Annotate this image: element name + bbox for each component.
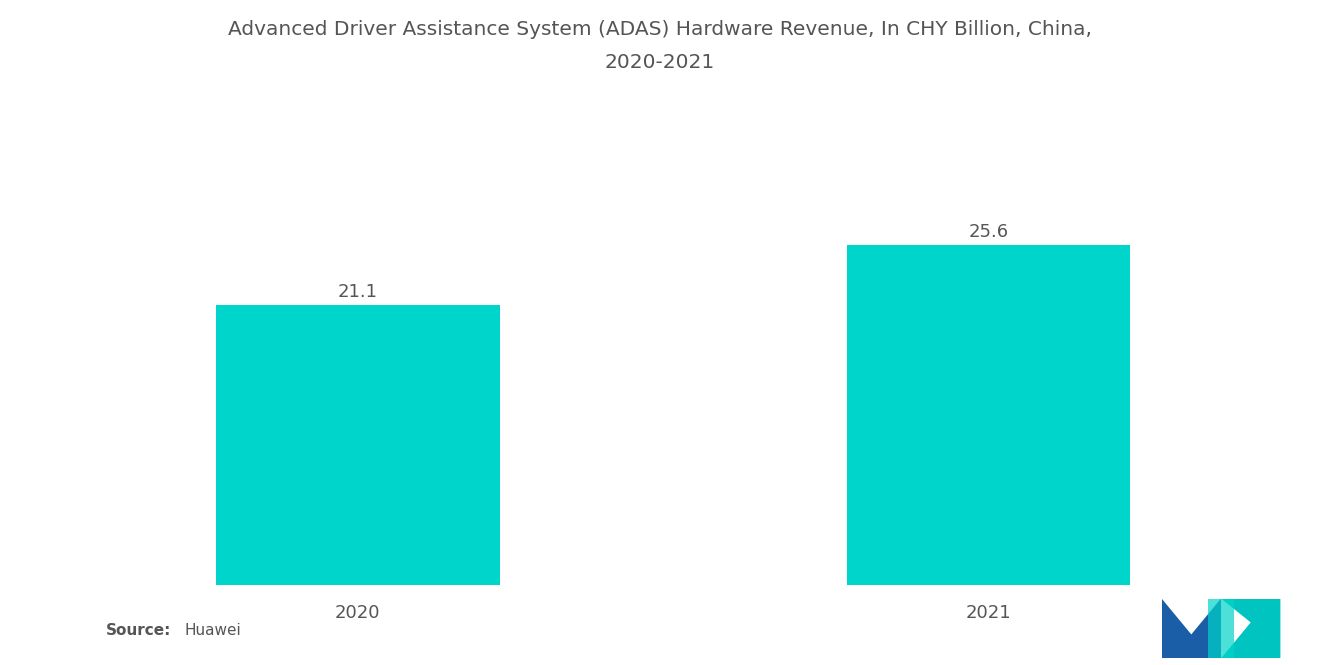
Polygon shape (1208, 598, 1234, 658)
Bar (846, 245, 1130, 585)
Text: 25.6: 25.6 (969, 223, 1008, 241)
Text: Advanced Driver Assistance System (ADAS) Hardware Revenue, In CHY Billion, China: Advanced Driver Assistance System (ADAS)… (228, 20, 1092, 39)
Text: 21.1: 21.1 (338, 283, 378, 301)
Text: 2020-2021: 2020-2021 (605, 53, 715, 72)
Polygon shape (1162, 598, 1221, 658)
Text: Source:: Source: (106, 623, 172, 638)
Bar (216, 305, 500, 585)
Text: Huawei: Huawei (185, 623, 242, 638)
Polygon shape (1221, 598, 1280, 658)
